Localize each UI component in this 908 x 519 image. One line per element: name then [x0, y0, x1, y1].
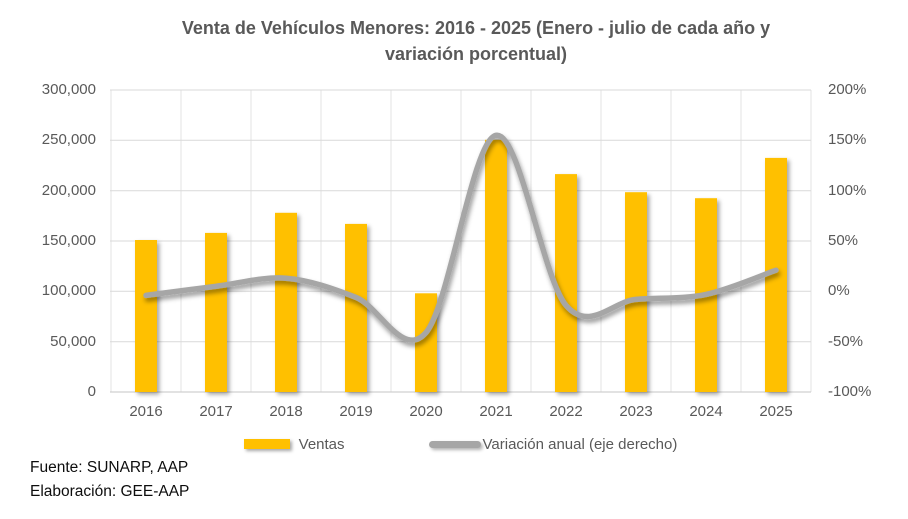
x-axis-tick-label: 2017: [199, 403, 233, 420]
variacion-line: [143, 132, 779, 343]
elaboration-note: Elaboración: GEE-AAP: [30, 483, 190, 500]
y-axis-right-tick-label: -100%: [828, 383, 872, 400]
x-axis-tick-label: 2022: [549, 403, 583, 420]
x-axis-tick-label: 2025: [759, 403, 793, 420]
y-axis-right-tick-label: -50%: [828, 333, 864, 350]
x-axis-tick-label: 2019: [339, 403, 373, 420]
x-axis-tick-label: 2021: [479, 403, 513, 420]
x-axis-tick-label: 2020: [409, 403, 443, 420]
chart-title-line2: variación porcentual): [384, 44, 568, 64]
y-axis-left-tick-label: 150,000: [41, 232, 96, 249]
y-axis-right-tick-label: 50%: [828, 232, 859, 249]
variacion-swatch-icon: [428, 440, 481, 448]
chart-title-line1: Venta de Vehículos Menores: 2016 - 2025 …: [181, 18, 771, 38]
legend-label-variacion: Variación anual (eje derecho): [482, 435, 678, 453]
x-axis-tick-label: 2023: [619, 403, 653, 420]
source-note: Fuente: SUNARP, AAP: [30, 459, 189, 476]
y-axis-left-tick-label: 200,000: [41, 182, 96, 199]
y-axis-left-tick-label: 0: [87, 383, 96, 400]
x-axis-tick-label: 2024: [689, 403, 723, 420]
x-axis-tick-label: 2016: [129, 403, 163, 420]
ventas-swatch-icon: [243, 439, 290, 449]
y-axis-left-tick-label: 250,000: [41, 131, 96, 148]
chart-legend: Ventas Variación anual (eje derecho): [110, 433, 811, 455]
y-axis-right-tick-label: 200%: [828, 81, 867, 98]
x-axis-tick-label: 2018: [269, 403, 303, 420]
legend-label-ventas: Ventas: [298, 435, 345, 453]
legend-item-variacion: Variación anual (eje derecho): [428, 435, 678, 453]
y-axis-left-tick-label: 100,000: [41, 282, 96, 299]
y-axis-right-tick-label: 100%: [828, 182, 867, 199]
y-axis-left-tick-label: 50,000: [50, 333, 96, 350]
y-axis-right-tick-label: 150%: [828, 131, 867, 148]
legend-item-ventas: Ventas: [243, 435, 345, 453]
y-axis-left-tick-label: 300,000: [41, 81, 96, 98]
y-axis-right-tick-label: 0%: [828, 282, 850, 299]
